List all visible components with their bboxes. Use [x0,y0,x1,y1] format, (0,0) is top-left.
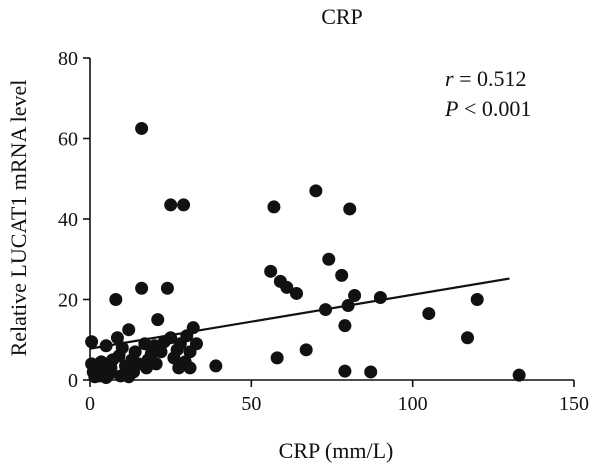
scatter-point [135,121,149,135]
p-value-label: P < 0.001 [444,96,531,121]
scatter-point [470,293,484,306]
scatter-point [343,202,357,216]
scatter-point [151,313,165,327]
scatter-point [364,365,378,379]
scatter-point [373,290,387,304]
x-tick-label: 0 [85,393,95,415]
scatter-point [164,198,178,212]
scatter-point [319,303,333,317]
y-tick-label: 0 [68,370,78,392]
x-ticks: 0 50 100 150 [85,380,589,415]
scatter-point [338,319,352,333]
r-value-label: r = 0.512 [445,66,526,91]
y-tick-label: 20 [58,290,78,312]
scatter-point [160,281,174,295]
x-tick-label: 150 [559,393,589,415]
scatter-point [110,331,124,345]
x-axis-label: CRP (mm/L) [279,438,394,463]
scatter-point [122,323,136,337]
scatter-point [138,337,152,351]
scatter-point [115,341,129,355]
scatter-point [186,321,200,335]
scatter-point [512,368,526,382]
scatter-point [335,268,349,282]
y-tick-label: 40 [58,209,78,231]
scatter-point [128,345,142,359]
scatter-point [341,299,355,313]
scatter-point [164,331,178,345]
y-axis-label: Relative LUCAT1 mRNA level [6,80,31,357]
scatter-point [135,281,149,295]
y-ticks: 0 20 40 60 80 [58,48,90,392]
x-tick-label: 100 [398,393,428,415]
scatter-point [322,252,336,266]
scatter-point [299,343,313,357]
data-points [85,121,526,385]
scatter-point [183,361,197,375]
scatter-point [99,339,113,353]
scatter-point [264,264,278,278]
scatter-point [209,359,223,373]
y-tick-label: 80 [58,48,78,70]
correlation-annotation: r = 0.512 P < 0.001 [444,66,531,121]
scatter-point [85,335,99,349]
scatter-point [461,331,475,345]
scatter-point [348,288,362,302]
scatter-point [280,280,294,294]
x-tick-label: 50 [241,393,261,415]
scatter-point [154,345,168,359]
scatter-point [189,337,203,351]
scatter-point [149,357,163,371]
chart-title: CRP [321,4,363,29]
y-tick-label: 60 [58,129,78,151]
scatter-point [309,184,323,198]
scatter-point [109,293,123,306]
scatter-point [177,198,191,212]
scatter-point [290,286,304,300]
scatter-point [338,364,352,378]
scatter-point [422,307,436,321]
scatter-point [270,351,284,365]
scatter-point [267,200,281,214]
